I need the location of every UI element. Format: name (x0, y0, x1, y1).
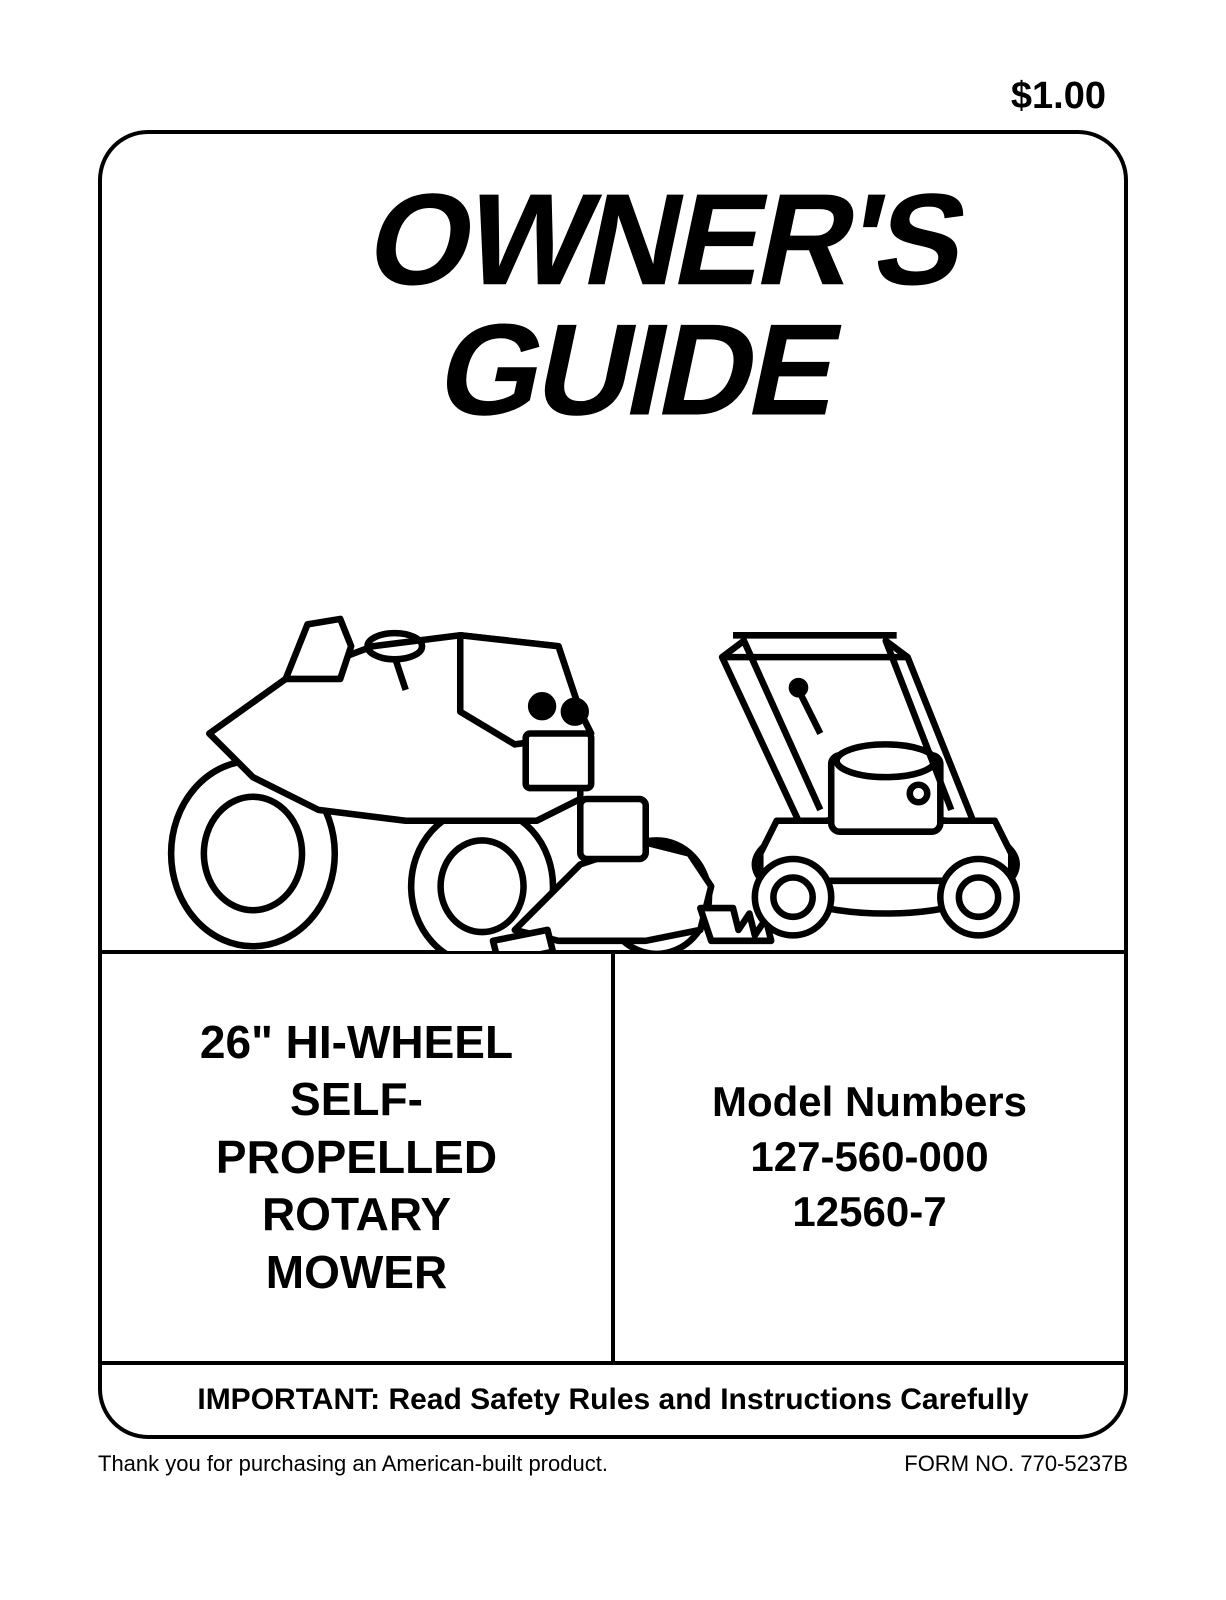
product-line4: ROTARY (132, 1186, 581, 1244)
top-section: OWNER'S GUIDE (102, 134, 1124, 950)
product-line1: 26" HI-WHEEL (132, 1014, 581, 1072)
footer: Thank you for purchasing an American-bui… (98, 1451, 1128, 1477)
product-line3: PROPELLED (132, 1129, 581, 1187)
model-numbers-cell: Model Numbers 127-560-000 12560-7 (615, 954, 1124, 1362)
info-columns: 26" HI-WHEEL SELF- PROPELLED ROTARY MOWE… (102, 950, 1124, 1362)
product-line2: SELF- (132, 1071, 581, 1129)
important-text: IMPORTANT: Read Safety Rules and Instruc… (197, 1383, 1028, 1416)
footer-thanks: Thank you for purchasing an American-bui… (98, 1451, 608, 1477)
mower-illustration (122, 450, 1104, 930)
owners-guide-title: OWNER'S GUIDE (122, 164, 1104, 445)
main-frame: OWNER'S GUIDE (98, 130, 1128, 1439)
product-line5: MOWER (132, 1244, 581, 1302)
model-number-2: 12560-7 (645, 1185, 1094, 1240)
svg-text:GUIDE: GUIDE (428, 297, 851, 442)
price-label: $1.00 (1011, 75, 1106, 118)
model-number-1: 127-560-000 (645, 1130, 1094, 1185)
model-heading: Model Numbers (645, 1075, 1094, 1130)
important-row: IMPORTANT: Read Safety Rules and Instruc… (102, 1361, 1124, 1435)
svg-text:OWNER'S: OWNER'S (357, 167, 977, 312)
footer-form-number: FORM NO. 770-5237B (904, 1451, 1128, 1477)
product-name-cell: 26" HI-WHEEL SELF- PROPELLED ROTARY MOWE… (102, 954, 615, 1362)
